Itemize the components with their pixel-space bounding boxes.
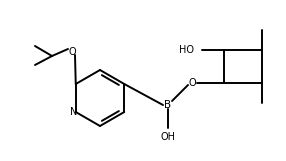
Text: HO: HO bbox=[179, 45, 194, 55]
Text: B: B bbox=[164, 100, 172, 110]
Text: OH: OH bbox=[160, 132, 176, 142]
Text: O: O bbox=[68, 47, 76, 57]
Text: O: O bbox=[188, 78, 196, 88]
Text: N: N bbox=[70, 107, 78, 117]
